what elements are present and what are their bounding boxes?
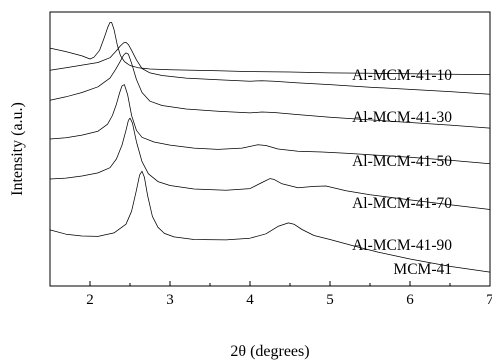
series-label-al-mcm-41-30: Al-MCM-41-30 bbox=[352, 109, 452, 126]
x-tick-label: 4 bbox=[246, 292, 254, 308]
x-axis: 2 3 4 5 6 7 bbox=[49, 281, 492, 308]
series-label-al-mcm-41-90: Al-MCM-41-90 bbox=[352, 237, 452, 254]
series-label-al-mcm-41-70: Al-MCM-41-70 bbox=[352, 195, 452, 212]
series-line-al-mcm-41-50 bbox=[49, 52, 491, 129]
series-label-al-mcm-41-50: Al-MCM-41-50 bbox=[352, 153, 452, 170]
series-line-al-mcm-41-90 bbox=[49, 117, 491, 210]
x-tick-label: 6 bbox=[406, 292, 414, 308]
x-tick-label: 2 bbox=[86, 292, 94, 308]
series-labels: Al-MCM-41-10 Al-MCM-41-30 Al-MCM-41-50 Al-M… bbox=[352, 67, 452, 278]
plot-frame bbox=[49, 11, 491, 287]
series-traces bbox=[49, 22, 491, 273]
x-tick-label: 5 bbox=[326, 292, 334, 308]
series-line-al-mcm-41-10 bbox=[49, 22, 491, 75]
y-axis-label: Intensity (a.u.) bbox=[9, 102, 26, 196]
series-line-mcm-41 bbox=[49, 170, 491, 273]
x-axis-label: 2θ (degrees) bbox=[230, 343, 309, 360]
series-label-mcm-41: MCM-41 bbox=[393, 261, 452, 278]
x-tick-label: 3 bbox=[166, 292, 174, 308]
x-tick-label: 7 bbox=[486, 292, 492, 308]
series-line-al-mcm-41-30 bbox=[49, 42, 491, 95]
series-label-al-mcm-41-10: Al-MCM-41-10 bbox=[352, 67, 452, 84]
series-line-al-mcm-41-70 bbox=[49, 84, 491, 165]
